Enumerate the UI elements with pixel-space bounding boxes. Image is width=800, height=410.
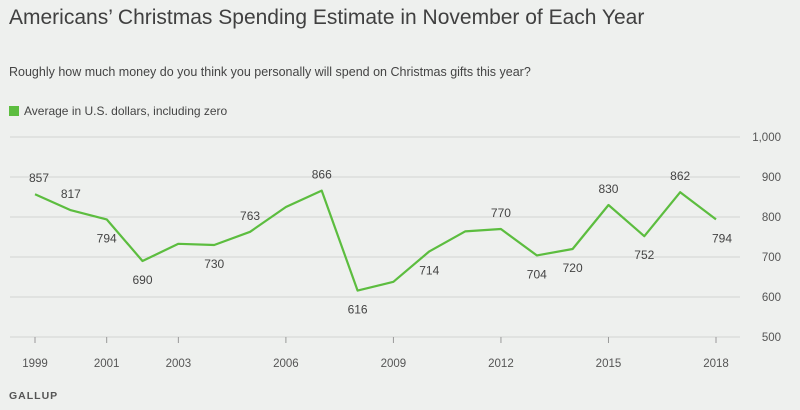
x-tick-label: 2009	[381, 358, 407, 370]
x-tick-label: 2018	[703, 358, 729, 370]
data-label: 714	[419, 263, 439, 277]
data-labels: 857 817 794 690 730 763 866 616 714 770 704 720 830 7…	[29, 168, 732, 317]
gridlines	[10, 136, 740, 338]
data-label: 770	[491, 206, 511, 220]
legend: Average in U.S. dollars, including zero	[9, 104, 227, 118]
y-tick-label: 500	[762, 332, 781, 344]
chart-title: Americans’ Christmas Spending Estimate i…	[9, 6, 645, 29]
x-axis-ticks: 1999 2001 2003 2006 2009 2012 2015 2018	[22, 337, 729, 370]
chart-subtitle: Roughly how much money do you think you …	[9, 65, 531, 79]
data-label: 857	[29, 171, 49, 185]
data-label: 704	[527, 267, 547, 281]
legend-swatch	[9, 106, 19, 116]
y-tick-label: 600	[762, 292, 781, 304]
data-label: 720	[563, 261, 583, 275]
data-label: 752	[634, 248, 654, 262]
y-axis-ticks: 500 600 700 800 900 1,000	[752, 132, 781, 344]
x-tick-label: 2001	[94, 358, 120, 370]
data-label: 763	[240, 209, 260, 223]
y-tick-label: 700	[762, 252, 781, 264]
data-label: 794	[97, 231, 117, 245]
data-label: 730	[204, 257, 224, 271]
data-label: 817	[61, 187, 81, 201]
x-tick-label: 2012	[488, 358, 514, 370]
x-tick-label: 2015	[596, 358, 622, 370]
x-tick-label: 1999	[22, 358, 48, 370]
data-label: 862	[670, 169, 690, 183]
data-label: 794	[712, 231, 732, 245]
series-line-average-spending	[34, 189, 717, 292]
data-label: 616	[348, 303, 368, 317]
x-tick-label: 2006	[273, 358, 299, 370]
y-tick-label: 800	[762, 212, 781, 224]
y-tick-label: 900	[762, 172, 781, 184]
data-label: 830	[598, 182, 618, 196]
data-label: 866	[312, 168, 332, 182]
data-label: 690	[133, 273, 153, 287]
source-label: GALLUP	[9, 390, 59, 402]
legend-label: Average in U.S. dollars, including zero	[24, 104, 228, 118]
x-tick-label: 2003	[166, 358, 192, 370]
y-tick-label: 1,000	[752, 132, 781, 144]
